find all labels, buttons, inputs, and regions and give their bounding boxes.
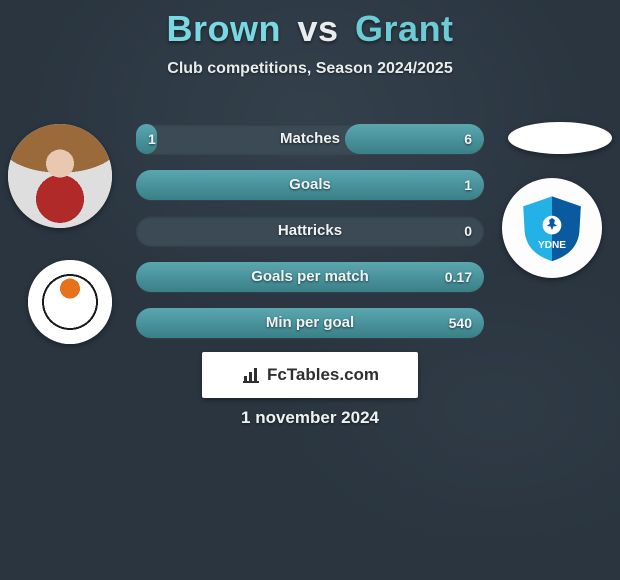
shield-icon: YDNE xyxy=(516,192,588,264)
svg-text:YDNE: YDNE xyxy=(538,240,566,251)
player1-club-badge-art xyxy=(28,260,112,344)
player2-club-badge: YDNE xyxy=(502,178,602,278)
stat-label: Hattricks xyxy=(136,216,484,246)
stat-value-right: 540 xyxy=(449,308,472,338)
date-label: 1 november 2024 xyxy=(0,408,620,428)
brand-badge: FcTables.com xyxy=(202,352,418,398)
stat-label: Min per goal xyxy=(136,308,484,338)
subtitle: Club competitions, Season 2024/2025 xyxy=(0,60,620,78)
title-player1: Brown xyxy=(166,8,281,49)
brand-text: FcTables.com xyxy=(267,365,379,385)
player2-photo xyxy=(508,122,612,154)
player1-photo-placeholder xyxy=(8,124,112,228)
stat-row: Goals1 xyxy=(136,170,484,200)
stat-row: Min per goal540 xyxy=(136,308,484,338)
comparison-card: Brown vs Grant Club competitions, Season… xyxy=(0,0,620,580)
stat-row: Goals per match0.17 xyxy=(136,262,484,292)
stat-value-right: 6 xyxy=(464,124,472,154)
stat-value-right: 1 xyxy=(464,170,472,200)
title-player2: Grant xyxy=(355,8,454,49)
page-title: Brown vs Grant xyxy=(0,0,620,50)
stat-label: Goals per match xyxy=(136,262,484,292)
stat-row: 1Matches6 xyxy=(136,124,484,154)
stat-row: Hattricks0 xyxy=(136,216,484,246)
stat-label: Goals xyxy=(136,170,484,200)
player1-club-badge xyxy=(28,260,112,344)
stat-label: Matches xyxy=(136,124,484,154)
player2-club-badge-art: YDNE xyxy=(502,178,602,278)
stat-value-right: 0.17 xyxy=(445,262,472,292)
player1-photo xyxy=(8,124,112,228)
bar-chart-icon xyxy=(241,366,261,384)
title-vs: vs xyxy=(297,8,338,49)
stat-value-right: 0 xyxy=(464,216,472,246)
stats-list: 1Matches6Goals1Hattricks0Goals per match… xyxy=(136,124,484,354)
